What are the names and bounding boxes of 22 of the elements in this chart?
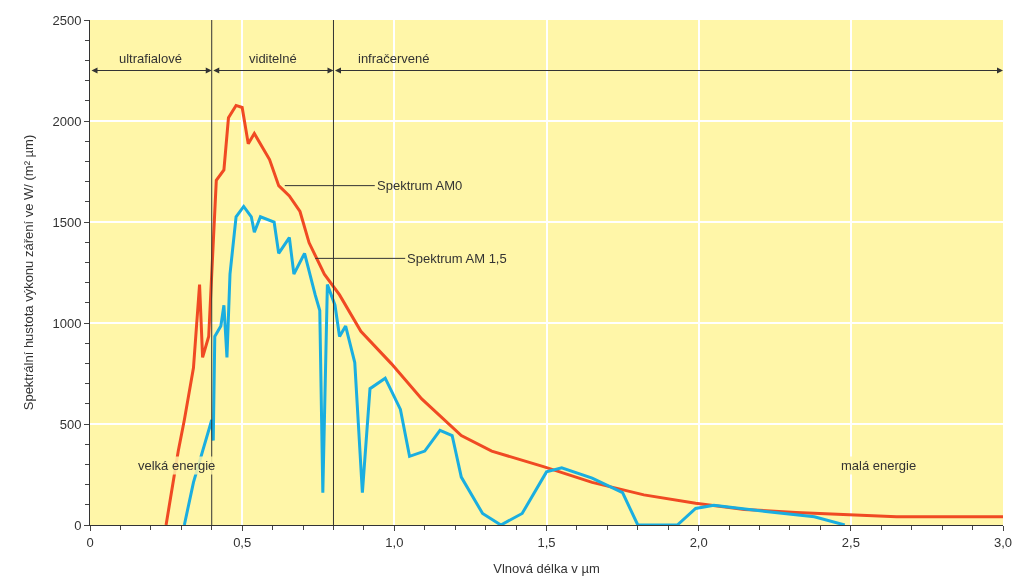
annotation: ultrafialové — [119, 51, 182, 66]
x-axis-title: Vlnová délka v µm — [493, 561, 600, 577]
annotation: Spektrum AM 1,5 — [407, 251, 507, 266]
y-tick-label: 2000 — [52, 113, 82, 129]
x-tick-label: 0,5 — [233, 534, 252, 550]
x-tick-label: 2,5 — [841, 534, 860, 550]
x-tick-label: 1,5 — [537, 534, 556, 550]
x-tick-label: 1,0 — [385, 534, 404, 550]
annotation: velká energie — [138, 458, 216, 473]
y-tick-label: 0 — [74, 517, 82, 533]
y-axis-title: Spektrální hustota výkonu záření ve W/ (m² µm) — [21, 134, 37, 411]
y-tick-label: 2500 — [52, 12, 82, 28]
annotation: viditelné — [249, 51, 297, 66]
y-tick-label: 500 — [59, 416, 82, 432]
x-tick-label: 0 — [86, 534, 94, 550]
annotation: infračervené — [358, 51, 430, 66]
annotation: Spektrum AM0 — [377, 178, 463, 193]
annotation: malá energie — [841, 458, 917, 473]
x-tick-label: 2,0 — [689, 534, 708, 550]
x-tick-label: 3,0 — [993, 534, 1013, 550]
y-tick-label: 1000 — [52, 315, 82, 331]
y-tick-label: 1500 — [52, 214, 82, 230]
